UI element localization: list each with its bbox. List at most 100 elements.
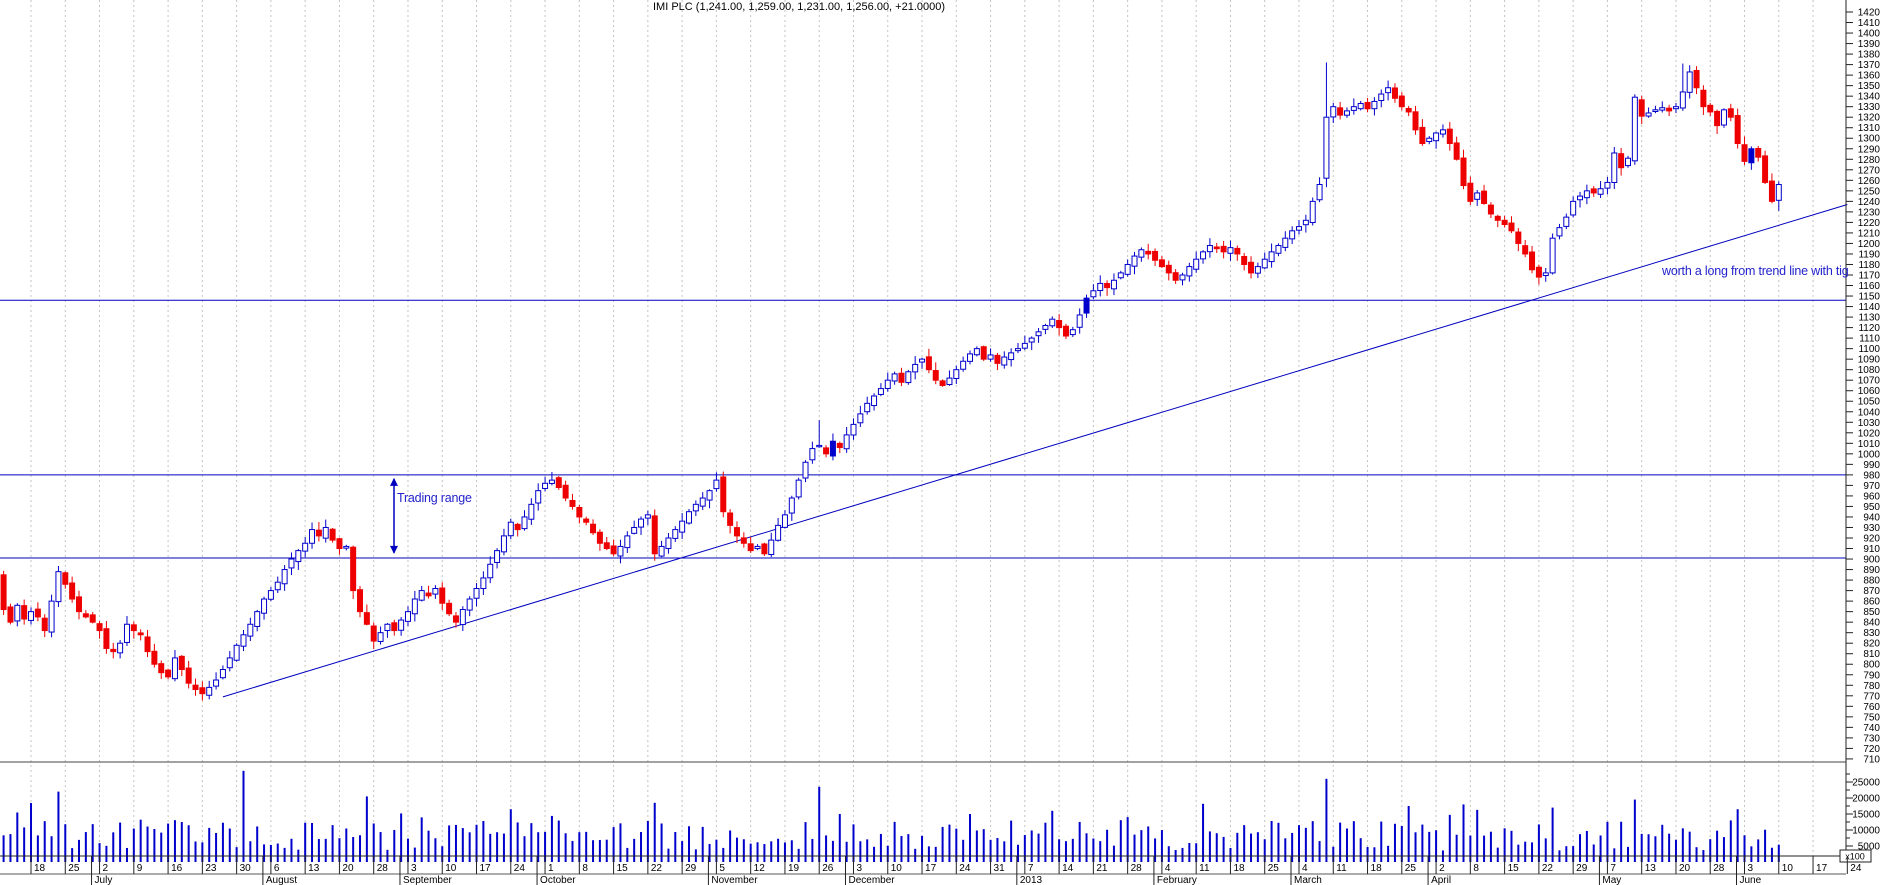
candle — [1515, 231, 1522, 244]
candle — [1357, 103, 1364, 110]
candle — [1138, 249, 1145, 258]
support-resistance-lines[interactable] — [0, 299, 1846, 559]
trend-line-annotation[interactable]: worth a long from trend line with tig — [1662, 264, 1848, 278]
svg-text:710: 710 — [1863, 754, 1880, 765]
candle — [48, 600, 55, 633]
svg-text:1330: 1330 — [1858, 102, 1881, 113]
volume-bar — [1078, 821, 1081, 862]
volume-bar — [550, 815, 553, 862]
volume-bar — [1585, 830, 1588, 862]
svg-text:1080: 1080 — [1858, 365, 1881, 376]
volume-bar — [701, 826, 704, 862]
volume-bar — [1373, 847, 1376, 862]
candle — [206, 686, 213, 696]
candle — [706, 490, 713, 501]
candle — [1206, 245, 1213, 253]
volume-bar — [866, 839, 869, 862]
candle — [644, 514, 651, 519]
candle — [226, 657, 233, 669]
volume-bar — [571, 840, 574, 862]
candle — [1165, 264, 1172, 274]
volume-bar — [900, 836, 903, 862]
volume-bar — [530, 823, 533, 862]
candle — [357, 589, 364, 613]
volume-bar — [1613, 848, 1616, 862]
svg-text:820: 820 — [1863, 639, 1880, 650]
candle — [1433, 132, 1440, 142]
candle — [302, 542, 309, 552]
candle — [781, 514, 788, 528]
volume-bar — [434, 838, 437, 862]
candle — [1213, 246, 1220, 250]
candle — [185, 667, 192, 684]
week-tick-label: 29 — [1576, 863, 1588, 874]
week-tick-label: 7 — [1028, 863, 1034, 874]
week-tick-label: 25 — [1405, 863, 1417, 874]
candle — [1741, 144, 1748, 162]
candle — [137, 632, 144, 636]
candle — [55, 571, 62, 603]
svg-text:850: 850 — [1863, 607, 1880, 618]
volume-bar — [235, 847, 238, 862]
volume-bar — [1099, 841, 1102, 862]
svg-text:860: 860 — [1863, 597, 1880, 608]
candle — [452, 615, 459, 623]
candle — [1391, 87, 1398, 99]
volume-bar — [1030, 830, 1033, 862]
svg-text:780: 780 — [1863, 681, 1880, 692]
volume-bar — [187, 825, 190, 862]
candle — [727, 512, 734, 526]
month-label: September — [403, 875, 453, 885]
candle — [535, 490, 542, 504]
candle — [69, 582, 76, 600]
candle — [418, 590, 425, 601]
svg-text:1410: 1410 — [1858, 18, 1881, 29]
candle — [261, 598, 268, 614]
volume-bar — [50, 836, 53, 862]
candle — [1405, 108, 1412, 113]
candle — [459, 609, 466, 626]
volume-bars — [2, 770, 1780, 862]
volume-bar — [1284, 838, 1287, 862]
volume-bar — [91, 824, 94, 862]
candle — [884, 379, 891, 389]
candle — [398, 619, 405, 631]
volume-bar — [1524, 841, 1527, 862]
candle — [980, 346, 987, 360]
candle — [233, 644, 240, 661]
svg-text:1380: 1380 — [1858, 50, 1881, 61]
volume-bar — [845, 841, 848, 862]
trading-range-annotation[interactable]: Trading range — [397, 491, 472, 505]
volume-bar — [201, 842, 204, 862]
volume-bar — [804, 822, 807, 862]
volume-bar — [139, 819, 142, 862]
svg-text:950: 950 — [1863, 502, 1880, 513]
volume-unit-label: x100 — [1845, 852, 1865, 862]
trading-range-arrow[interactable] — [390, 477, 398, 554]
month-label: October — [540, 875, 576, 885]
candle — [829, 440, 836, 457]
candle — [213, 679, 220, 687]
candle — [665, 537, 672, 549]
svg-text:1120: 1120 — [1858, 323, 1880, 334]
candle — [507, 521, 514, 537]
volume-bar — [927, 846, 930, 862]
candle — [1234, 247, 1241, 255]
volume-bar — [454, 824, 457, 862]
candle — [953, 369, 960, 379]
candle — [836, 442, 843, 449]
candle — [1001, 356, 1008, 366]
volume-bar — [852, 824, 855, 862]
volume-bar — [660, 823, 663, 862]
svg-text:1280: 1280 — [1858, 155, 1881, 166]
candle — [1062, 325, 1069, 337]
volume-bar — [982, 829, 985, 862]
candle — [679, 520, 686, 533]
week-tick-label: 18 — [1233, 863, 1245, 874]
candle — [1720, 109, 1727, 126]
volume-bar — [708, 843, 711, 862]
candle — [21, 605, 28, 620]
trend-line[interactable] — [222, 204, 1848, 698]
candle — [1583, 190, 1590, 199]
